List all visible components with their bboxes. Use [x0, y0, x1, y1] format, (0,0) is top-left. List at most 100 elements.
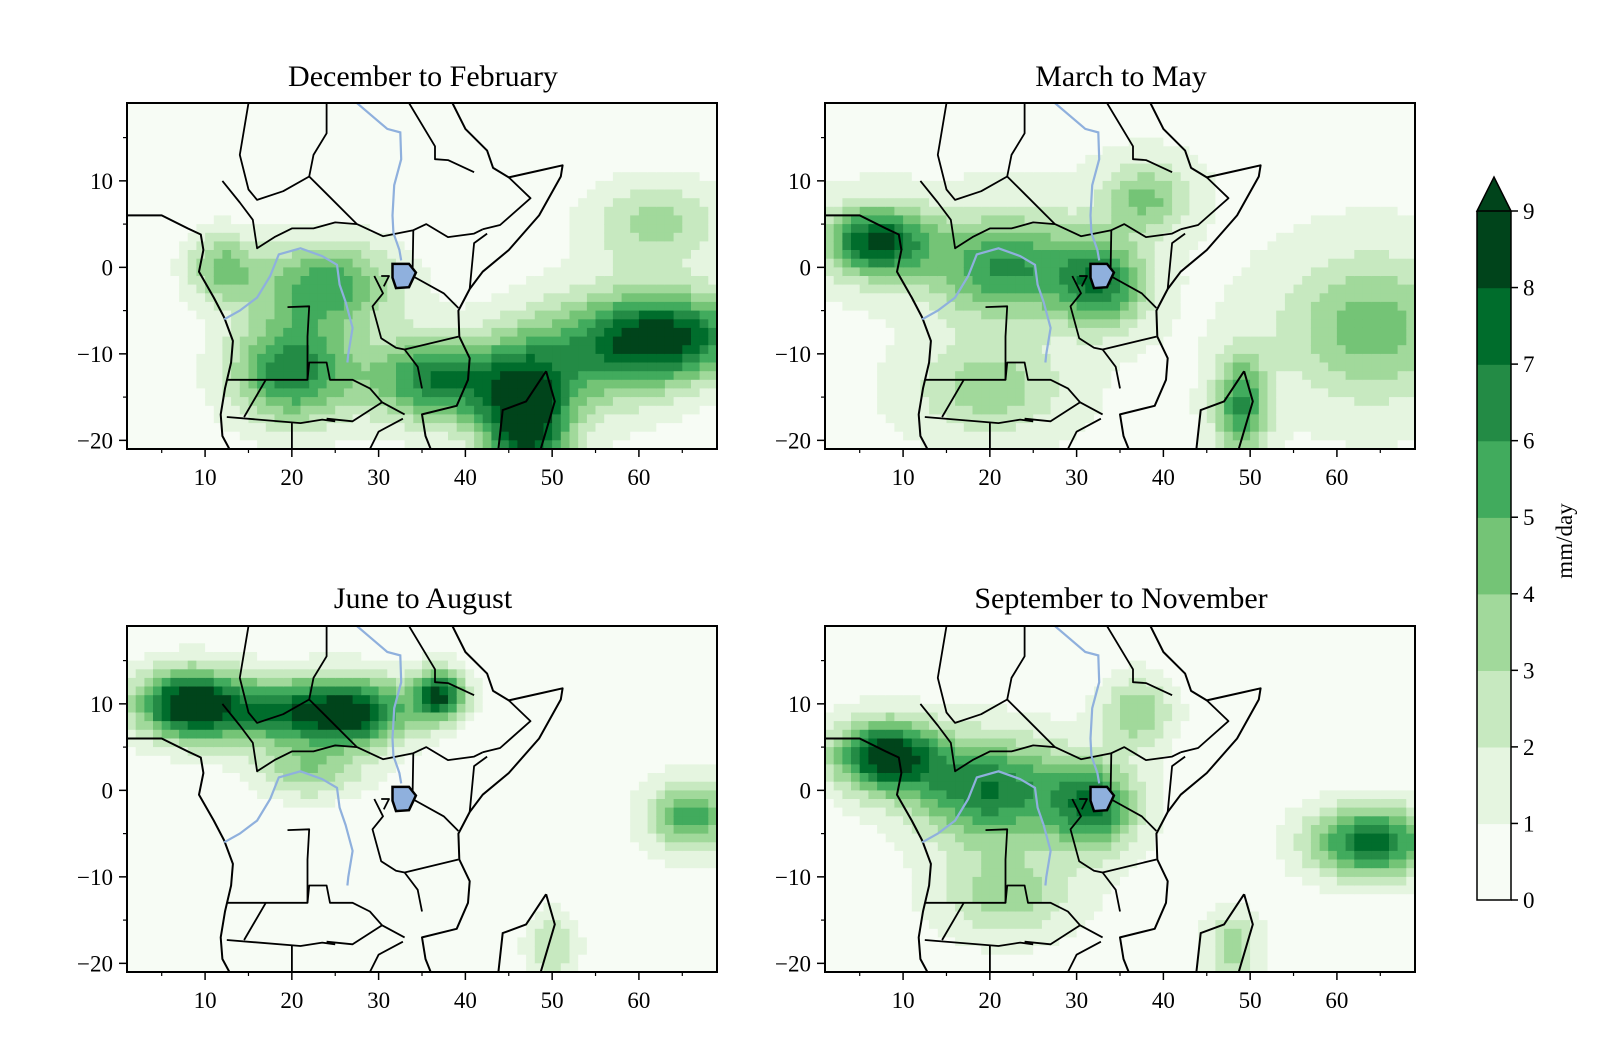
field-cell	[448, 267, 457, 276]
field-cell	[860, 146, 869, 155]
field-cell	[379, 164, 388, 173]
field-cell	[465, 406, 474, 415]
field-cell	[318, 146, 327, 155]
field-cell	[947, 112, 956, 121]
field-cell	[1276, 112, 1285, 121]
field-cell	[379, 181, 388, 190]
field-cell	[570, 120, 579, 129]
field-cell	[544, 267, 553, 276]
field-cell	[570, 198, 579, 207]
field-cell	[700, 241, 709, 250]
field-cell	[630, 138, 639, 147]
field-cell	[1068, 215, 1077, 224]
field-cell	[196, 198, 205, 207]
field-cell	[587, 155, 596, 164]
field-cell	[1163, 103, 1172, 112]
field-cell	[196, 172, 205, 181]
field-cell	[1198, 207, 1207, 216]
field-cell	[275, 328, 284, 337]
field-cell	[179, 363, 188, 372]
field-cell	[578, 319, 587, 328]
field-cell	[999, 337, 1008, 346]
field-cell	[1137, 207, 1146, 216]
field-cell	[526, 120, 535, 129]
field-cell	[127, 293, 136, 302]
field-cell	[613, 120, 622, 129]
field-cell	[1103, 337, 1112, 346]
field-cell	[903, 302, 912, 311]
field-cell	[431, 129, 440, 138]
field-cell	[1059, 363, 1068, 372]
field-cell	[483, 319, 492, 328]
field-cell	[379, 354, 388, 363]
field-cell	[1077, 172, 1086, 181]
field-cell	[257, 172, 266, 181]
field-cell	[1068, 267, 1077, 276]
field-cell	[981, 172, 990, 181]
field-cell	[214, 250, 223, 259]
field-cell	[517, 432, 526, 441]
field-cell	[1155, 155, 1164, 164]
field-cell	[1285, 397, 1294, 406]
field-cell	[1302, 103, 1311, 112]
field-cell	[283, 103, 292, 112]
field-cell	[509, 337, 518, 346]
field-cell	[1016, 432, 1025, 441]
field-cell	[639, 103, 648, 112]
field-cell	[136, 414, 145, 423]
field-cell	[1294, 215, 1303, 224]
field-cell	[1294, 380, 1303, 389]
field-cell	[639, 155, 648, 164]
field-cell	[860, 181, 869, 190]
field-cell	[1294, 276, 1303, 285]
field-cell	[127, 397, 136, 406]
field-cell	[604, 328, 613, 337]
field-cell	[825, 172, 834, 181]
field-cell	[1016, 302, 1025, 311]
field-cell	[266, 207, 275, 216]
field-cell	[431, 112, 440, 121]
field-cell	[275, 172, 284, 181]
field-cell	[1198, 112, 1207, 121]
field-cell	[665, 241, 674, 250]
field-cell	[851, 215, 860, 224]
field-cell	[361, 276, 370, 285]
field-cell	[578, 120, 587, 129]
field-cell	[604, 233, 613, 242]
field-cell	[257, 120, 266, 129]
field-cell	[196, 423, 205, 432]
field-cell	[257, 311, 266, 320]
field-cell	[834, 354, 843, 363]
field-cell	[860, 397, 869, 406]
field-cell	[448, 172, 457, 181]
field-cell	[379, 302, 388, 311]
field-cell	[448, 138, 457, 147]
field-cell	[257, 354, 266, 363]
field-cell	[335, 233, 344, 242]
field-cell	[240, 319, 249, 328]
field-cell	[422, 207, 431, 216]
field-cell	[630, 146, 639, 155]
field-cell	[491, 414, 500, 423]
field-cell	[561, 285, 570, 294]
field-cell	[912, 155, 921, 164]
field-cell	[240, 233, 249, 242]
field-cell	[1033, 319, 1042, 328]
rainfall-field	[825, 103, 1416, 450]
field-cell	[1224, 267, 1233, 276]
field-cell	[205, 224, 214, 233]
field-cell	[648, 120, 657, 129]
field-cell	[886, 138, 895, 147]
field-cell	[682, 155, 691, 164]
field-cell	[1285, 146, 1294, 155]
field-cell	[877, 112, 886, 121]
field-cell	[431, 164, 440, 173]
field-cell	[656, 293, 665, 302]
field-cell	[249, 423, 258, 432]
field-cell	[682, 345, 691, 354]
field-cell	[1276, 406, 1285, 415]
field-cell	[561, 354, 570, 363]
field-cell	[1189, 172, 1198, 181]
field-cell	[448, 112, 457, 121]
field-cell	[170, 233, 179, 242]
